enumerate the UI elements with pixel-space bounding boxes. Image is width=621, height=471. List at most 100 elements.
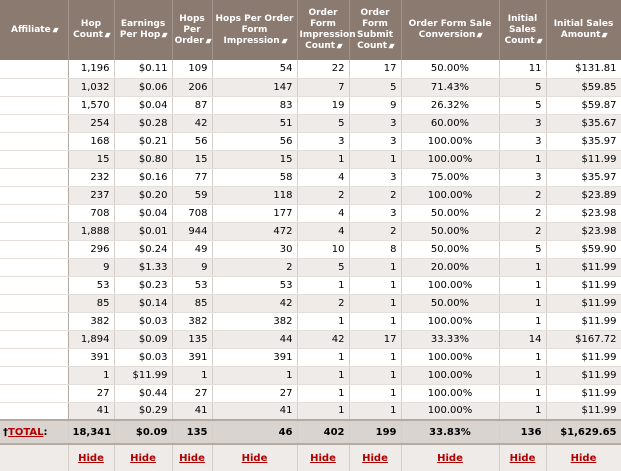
cell-initial-sales-count: 1	[499, 276, 547, 295]
sort-arrows-icon[interactable]: ▲▼	[476, 31, 483, 39]
table-row: 1,196 $0.11 109 54 22 17 50.00% 11 $131.81	[0, 60, 621, 79]
cell-initial-sales-amount: $11.99	[546, 150, 621, 169]
cell-impression-count: 4	[297, 222, 350, 241]
column-header-hops-per-order[interactable]: Hops Per Order▲▼	[172, 0, 213, 60]
cell-sale-conversion: 100.00%	[401, 276, 500, 295]
cell-earnings-per-hop: $0.03	[114, 312, 173, 331]
affiliate-cell	[0, 258, 69, 277]
sort-arrows-icon[interactable]: ▲▼	[388, 42, 395, 50]
sort-arrows-icon[interactable]: ▲▼	[52, 26, 58, 33]
hide-cell: Hide	[349, 444, 402, 471]
cell-earnings-per-hop: $0.11	[114, 60, 173, 79]
sort-arrows-icon[interactable]: ▲▼	[336, 42, 343, 50]
table-row: 85 $0.14 85 42 2 1 50.00% 1 $11.99	[0, 294, 621, 313]
hide-cell: Hide	[172, 444, 213, 471]
cell-earnings-per-hop: $0.16	[114, 168, 173, 187]
cell-impression-count: 4	[297, 168, 350, 187]
hide-earnings-per-hop-link[interactable]: Hide	[130, 452, 156, 464]
cell-impression-count: 3	[297, 132, 350, 151]
column-header-impression-count[interactable]: Order Form Impression Count▲▼	[297, 0, 356, 60]
cell-hop-count: 1,888	[68, 222, 115, 241]
affiliate-cell	[0, 168, 69, 187]
cell-initial-sales-amount: $11.99	[546, 366, 621, 385]
cell-hop-count: 237	[68, 186, 115, 205]
column-header-earnings-per-hop[interactable]: Earnings Per Hop▲▼	[114, 0, 173, 60]
column-header-affiliate[interactable]: Affiliate▲▼	[0, 0, 69, 60]
cell-hops-per-impression: 15	[212, 150, 298, 169]
cell-initial-sales-amount: $59.85	[546, 78, 621, 97]
column-header-sale-conversion[interactable]: Order Form Sale Conversion▲▼	[401, 0, 500, 60]
cell-hops-per-impression: 391	[212, 348, 298, 367]
cell-hops-per-order: 27	[172, 384, 213, 403]
column-header-label: Order Form Sale Conversion	[408, 19, 492, 40]
cell-initial-sales-amount: $131.81	[546, 60, 621, 79]
hide-hop-count-link[interactable]: Hide	[78, 452, 104, 464]
table-row: 1,032 $0.06 206 147 7 5 71.43% 5 $59.85	[0, 78, 621, 97]
hide-impression-count-link[interactable]: Hide	[310, 452, 336, 464]
hide-initial-sales-count-link[interactable]: Hide	[509, 452, 536, 464]
table-row: 237 $0.20 59 118 2 2 100.00% 2 $23.89	[0, 186, 621, 205]
cell-sale-conversion: 50.00%	[401, 240, 500, 259]
sort-arrows-icon[interactable]: ▲▼	[601, 31, 608, 39]
cell-initial-sales-amount: $23.98	[546, 204, 621, 223]
cell-hops-per-impression: 56	[212, 132, 298, 151]
cell-sale-conversion: 100.00%	[401, 366, 500, 385]
column-header-hops-per-impression[interactable]: Hops Per Order Form Impression▲▼	[212, 0, 298, 60]
cell-hops-per-impression: 51	[212, 114, 298, 133]
cell-initial-sales-count: 2	[499, 186, 547, 205]
total-impression-count: 402	[297, 419, 350, 445]
cell-hop-count: 391	[68, 348, 115, 367]
cell-hops-per-impression: 118	[212, 186, 298, 205]
hide-sale-conversion-link[interactable]: Hide	[437, 452, 463, 464]
cell-initial-sales-count: 2	[499, 222, 547, 241]
cell-hops-per-order: 41	[172, 402, 213, 421]
hide-hops-per-order-link[interactable]: Hide	[179, 452, 205, 464]
sort-arrows-icon[interactable]: ▲▼	[536, 37, 542, 44]
hide-cell: Hide	[212, 444, 298, 471]
cell-earnings-per-hop: $1.33	[114, 258, 173, 277]
column-header-initial-sales-amount[interactable]: Initial Sales Amount▲▼	[546, 0, 621, 60]
table-row: 15 $0.80 15 15 1 1 100.00% 1 $11.99	[0, 150, 621, 169]
cell-sale-conversion: 26.32%	[401, 96, 500, 115]
cell-initial-sales-count: 5	[499, 78, 547, 97]
affiliate-cell	[0, 240, 69, 259]
hide-initial-sales-amount-link[interactable]: Hide	[570, 452, 597, 464]
cell-initial-sales-count: 3	[499, 132, 547, 151]
hide-submit-count-link[interactable]: Hide	[362, 452, 388, 464]
cell-initial-sales-count: 1	[499, 348, 547, 367]
hide-hops-per-impression-link[interactable]: Hide	[241, 452, 268, 464]
cell-earnings-per-hop: $0.14	[114, 294, 173, 313]
total-marker: †	[3, 426, 8, 438]
cell-initial-sales-amount: $11.99	[546, 258, 621, 277]
sort-arrows-icon[interactable]: ▲▼	[205, 37, 211, 44]
cell-hops-per-order: 9	[172, 258, 213, 277]
cell-submit-count: 1	[349, 312, 402, 331]
cell-sale-conversion: 75.00%	[401, 168, 500, 187]
cell-hop-count: 9	[68, 258, 115, 277]
cell-hops-per-order: 42	[172, 114, 213, 133]
affiliate-cell	[0, 204, 69, 223]
column-header-hop-count[interactable]: Hop Count▲▼	[68, 0, 115, 60]
column-header-initial-sales-count[interactable]: Initial Sales Count▲▼	[499, 0, 547, 60]
cell-initial-sales-amount: $35.97	[546, 168, 621, 187]
cell-impression-count: 1	[297, 312, 350, 331]
cell-hops-per-impression: 58	[212, 168, 298, 187]
cell-hops-per-impression: 2	[212, 258, 298, 277]
cell-sale-conversion: 100.00%	[401, 186, 500, 205]
cell-hops-per-order: 206	[172, 78, 213, 97]
sort-arrows-icon[interactable]: ▲▼	[161, 31, 168, 39]
cell-initial-sales-count: 3	[499, 168, 547, 187]
sort-arrows-icon[interactable]: ▲▼	[281, 37, 287, 44]
sort-arrows-icon[interactable]: ▲▼	[104, 31, 111, 39]
hide-cell: Hide	[401, 444, 500, 471]
cell-impression-count: 1	[297, 150, 350, 169]
cell-initial-sales-amount: $35.97	[546, 132, 621, 151]
column-header-submit-count[interactable]: Order Form Submit Count▲▼	[349, 0, 402, 60]
cell-initial-sales-amount: $167.72	[546, 330, 621, 349]
cell-hops-per-impression: 44	[212, 330, 298, 349]
total-link[interactable]: TOTAL	[8, 426, 44, 438]
hide-cell: Hide	[114, 444, 173, 471]
cell-hop-count: 254	[68, 114, 115, 133]
column-header-label: Earnings Per Hop	[119, 19, 166, 40]
table-row: 9 $1.33 9 2 5 1 20.00% 1 $11.99	[0, 258, 621, 277]
